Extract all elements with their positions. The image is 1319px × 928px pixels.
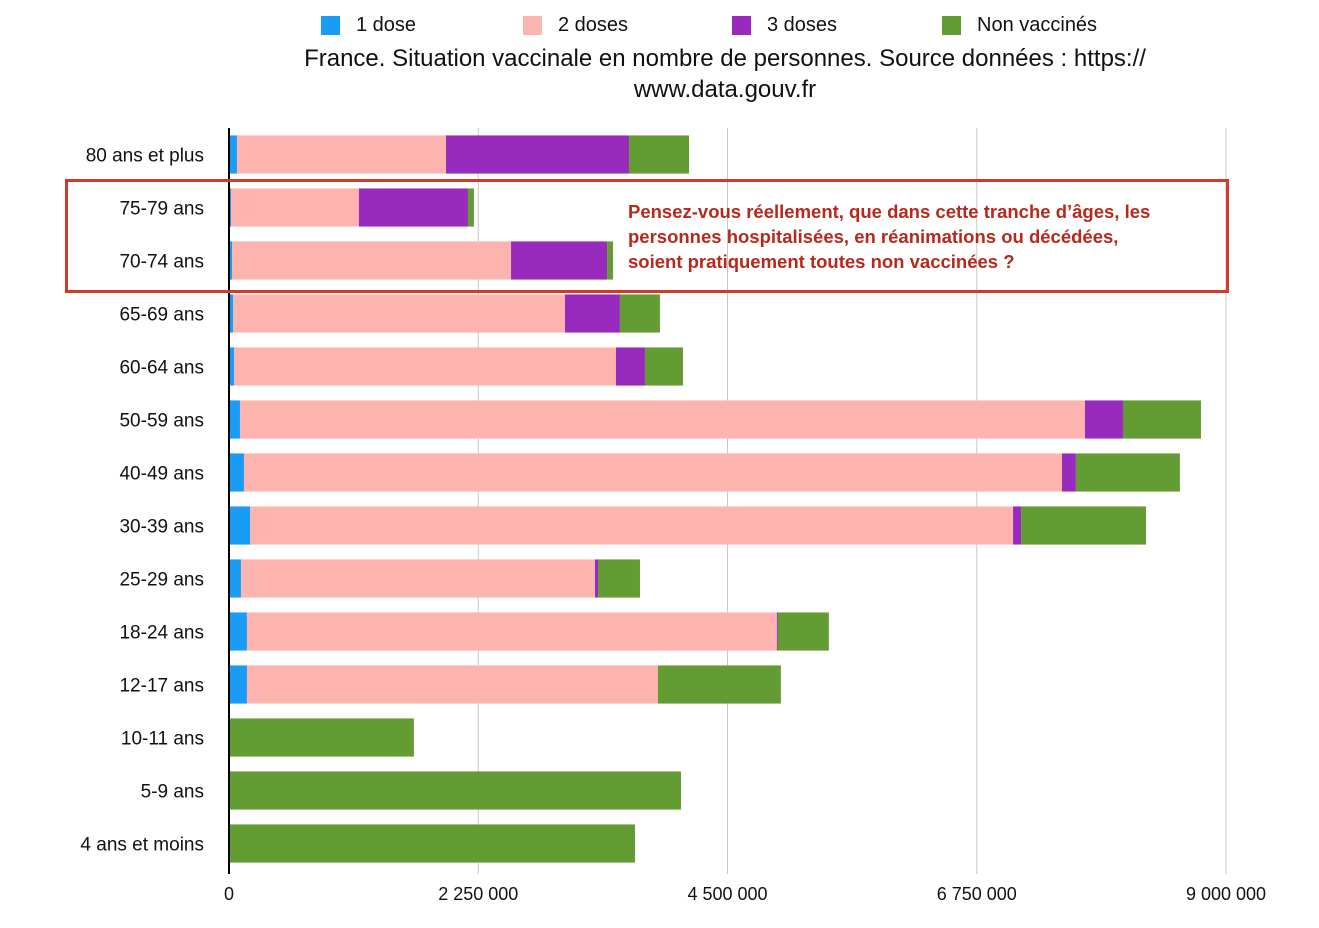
- bar-segment-2-doses: [230, 188, 359, 227]
- bar-segment-non-vaccin-s: [229, 824, 636, 863]
- bar-segment-2-doses: [232, 294, 565, 333]
- chart-title: France. Situation vaccinale en nombre de…: [240, 43, 1210, 105]
- annotation-line-2: personnes hospitalisées, en réanimations…: [628, 226, 1119, 247]
- bar-segment-2-doses: [250, 506, 1014, 545]
- x-tick-label: 4 500 000: [687, 884, 767, 904]
- legend-item-3-doses[interactable]: 3 doses: [732, 14, 837, 37]
- annotation-line-1: Pensez-vous réellement, que dans cette t…: [628, 201, 1151, 222]
- category-label: 40-49 ans: [119, 464, 204, 485]
- annotation-text: Pensez-vous réellement, que dans cette t…: [628, 199, 1228, 274]
- bar-segment-2-doses: [243, 453, 1062, 492]
- x-tick-label: 2 250 000: [438, 884, 518, 904]
- x-tick-label: 6 750 000: [937, 884, 1017, 904]
- legend-swatch-3-doses: [732, 16, 751, 35]
- legend-swatch-1-dose: [321, 16, 340, 35]
- category-label: 30-39 ans: [119, 517, 204, 538]
- bar-segment-1-dose: [229, 612, 247, 651]
- bar-segment-2-doses: [231, 241, 512, 280]
- bar-segment-1-dose: [229, 559, 241, 598]
- legend-item-1-dose[interactable]: 1 dose: [321, 14, 416, 37]
- bar-segment-non-vaccin-s: [229, 771, 681, 810]
- bar-segment-1-dose: [229, 506, 251, 545]
- annotation-line-3: soient pratiquement toutes non vaccinées…: [628, 251, 1015, 272]
- bar-segment-3-doses: [446, 135, 630, 174]
- category-label: 65-69 ans: [119, 305, 204, 326]
- bar-segment-3-doses: [1084, 400, 1123, 439]
- chart-title-line-1: France. Situation vaccinale en nombre de…: [304, 45, 1146, 72]
- bar-segment-3-doses: [595, 559, 599, 598]
- legend-item-non-vaccines[interactable]: Non vaccinés: [942, 14, 1097, 37]
- category-label: 18-24 ans: [119, 623, 204, 644]
- legend-label: Non vaccinés: [977, 14, 1098, 36]
- bar-segment-2-doses: [240, 559, 596, 598]
- bar-segment-non-vaccin-s: [644, 347, 683, 386]
- category-label: 60-64 ans: [119, 358, 204, 379]
- bar-segment-3-doses: [564, 294, 620, 333]
- bar-segment-1-dose: [229, 665, 247, 704]
- category-label: 25-29 ans: [119, 570, 204, 591]
- category-label: 12-17 ans: [119, 676, 204, 697]
- bar-segment-non-vaccin-s: [657, 665, 781, 704]
- bar-segment-1-dose: [229, 135, 237, 174]
- bar-segment-2-doses: [246, 612, 777, 651]
- category-label: 5-9 ans: [141, 782, 204, 803]
- bar-segment-3-doses: [1061, 453, 1076, 492]
- bar-segment-non-vaccin-s: [467, 188, 474, 227]
- bar-segment-non-vaccin-s: [629, 135, 690, 174]
- bar-segment-3-doses: [776, 612, 778, 651]
- bar-segment-3-doses: [615, 347, 645, 386]
- bar-segment-non-vaccin-s: [229, 718, 414, 757]
- annotation-highlight-box: [65, 179, 1229, 293]
- bar-segment-2-doses: [236, 135, 447, 174]
- bar-segment-1-dose: [229, 347, 234, 386]
- bar-segment-3-doses: [358, 188, 468, 227]
- bar-segment-3-doses: [1013, 506, 1022, 545]
- category-label: 4 ans et moins: [80, 835, 204, 856]
- bar-segment-non-vaccin-s: [598, 559, 640, 598]
- bar-segment-non-vaccin-s: [1122, 400, 1201, 439]
- category-label: 50-59 ans: [119, 411, 204, 432]
- bar-segment-non-vaccin-s: [619, 294, 660, 333]
- bar-segment-1-dose: [229, 241, 232, 280]
- bar-segment-non-vaccin-s: [607, 241, 614, 280]
- x-tick-label: 0: [224, 884, 234, 904]
- legend-label: 3 doses: [767, 14, 838, 36]
- chart-title-line-2: www.data.gouv.fr: [633, 76, 817, 103]
- x-tick-label: 9 000 000: [1186, 884, 1266, 904]
- legend-item-2-doses[interactable]: 2 doses: [523, 14, 628, 37]
- bar-segment-2-doses: [233, 347, 616, 386]
- bar-segment-3-doses: [511, 241, 608, 280]
- legend-swatch-non-vaccines: [942, 16, 961, 35]
- category-label: 80 ans et plus: [86, 146, 204, 167]
- bar-segment-2-doses: [246, 665, 658, 704]
- bar-segment-1-dose: [229, 400, 240, 439]
- category-label: 75-79 ans: [119, 199, 204, 220]
- legend-label: 2 doses: [558, 14, 629, 36]
- legend-label: 1 dose: [356, 14, 417, 36]
- legend: 1 dose 2 doses 3 doses Non vaccinés: [0, 14, 1319, 40]
- legend-swatch-2-doses: [523, 16, 542, 35]
- bar-segment-2-doses: [239, 400, 1085, 439]
- category-label: 10-11 ans: [121, 729, 204, 750]
- bar-segment-non-vaccin-s: [1075, 453, 1180, 492]
- bar-segment-1-dose: [229, 294, 233, 333]
- bar-segment-1-dose: [229, 453, 244, 492]
- category-label: 70-74 ans: [119, 252, 204, 273]
- bar-segment-non-vaccin-s: [777, 612, 829, 651]
- bar-segment-non-vaccin-s: [1021, 506, 1147, 545]
